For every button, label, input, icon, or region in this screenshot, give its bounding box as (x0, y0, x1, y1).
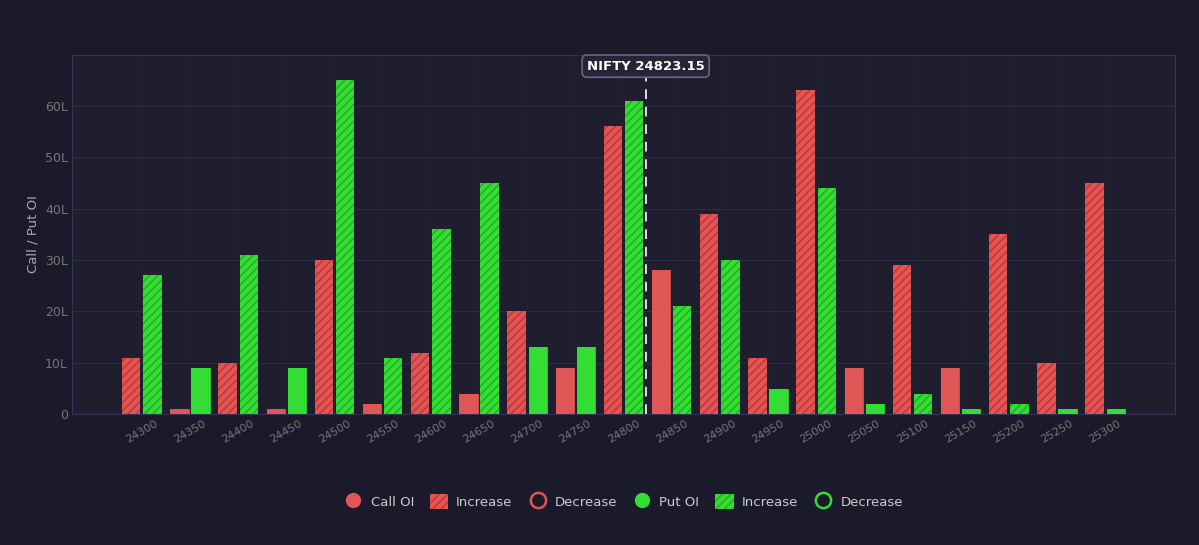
Bar (459, 393, 477, 414)
Bar (722, 260, 740, 414)
Bar (192, 368, 210, 414)
Bar (555, 368, 574, 414)
Bar (288, 368, 306, 414)
Bar (989, 234, 1007, 414)
Bar (481, 183, 499, 414)
Bar (122, 358, 140, 414)
Bar (481, 183, 499, 414)
Bar (336, 80, 354, 414)
Bar (122, 358, 140, 414)
Bar (796, 90, 814, 414)
Bar (411, 353, 429, 414)
Bar (1037, 363, 1055, 414)
Bar (240, 255, 258, 414)
Bar (218, 363, 236, 414)
Bar (1085, 183, 1104, 414)
Bar (1011, 404, 1029, 414)
Bar (384, 358, 403, 414)
Bar (266, 409, 285, 414)
Bar (652, 270, 670, 414)
Bar (577, 347, 595, 414)
Y-axis label: Call / Put OI: Call / Put OI (26, 196, 40, 273)
Bar (893, 265, 911, 414)
Bar (240, 255, 258, 414)
Bar (411, 353, 429, 414)
Bar (143, 275, 162, 414)
Bar (170, 409, 188, 414)
Bar (315, 260, 333, 414)
Bar (770, 389, 788, 414)
Bar (266, 409, 285, 414)
Bar (315, 260, 333, 414)
Bar (507, 311, 525, 414)
Bar (433, 229, 451, 414)
Bar (1011, 404, 1029, 414)
Bar (818, 188, 836, 414)
Text: NIFTY 24823.15: NIFTY 24823.15 (586, 59, 705, 72)
Bar (1059, 409, 1077, 414)
Bar (384, 358, 403, 414)
Bar (218, 363, 236, 414)
Bar (673, 306, 692, 414)
Legend: Call OI, Increase, Decrease, Put OI, Increase, Decrease: Call OI, Increase, Decrease, Put OI, Inc… (338, 487, 909, 516)
Bar (529, 347, 547, 414)
Bar (529, 347, 547, 414)
Bar (748, 358, 766, 414)
Bar (1085, 183, 1104, 414)
Bar (577, 347, 595, 414)
Bar (914, 393, 932, 414)
Bar (1037, 363, 1055, 414)
Bar (192, 368, 210, 414)
Bar (866, 404, 884, 414)
Bar (288, 368, 306, 414)
Bar (893, 265, 911, 414)
Bar (673, 306, 692, 414)
Bar (941, 368, 959, 414)
Bar (962, 409, 981, 414)
Bar (941, 368, 959, 414)
Bar (1107, 409, 1125, 414)
Bar (700, 214, 718, 414)
Bar (507, 311, 525, 414)
Bar (818, 188, 836, 414)
Bar (143, 275, 162, 414)
Bar (962, 409, 981, 414)
Bar (989, 234, 1007, 414)
Bar (796, 90, 814, 414)
Bar (722, 260, 740, 414)
Bar (336, 80, 354, 414)
Bar (914, 393, 932, 414)
Bar (844, 368, 863, 414)
Bar (604, 126, 622, 414)
Bar (459, 393, 477, 414)
Bar (652, 270, 670, 414)
Bar (1107, 409, 1125, 414)
Bar (770, 389, 788, 414)
Bar (625, 101, 643, 414)
Bar (363, 404, 381, 414)
Bar (748, 358, 766, 414)
Bar (555, 368, 574, 414)
Bar (866, 404, 884, 414)
Bar (604, 126, 622, 414)
Bar (1059, 409, 1077, 414)
Bar (363, 404, 381, 414)
Bar (170, 409, 188, 414)
Bar (625, 101, 643, 414)
Bar (844, 368, 863, 414)
Bar (700, 214, 718, 414)
Bar (433, 229, 451, 414)
